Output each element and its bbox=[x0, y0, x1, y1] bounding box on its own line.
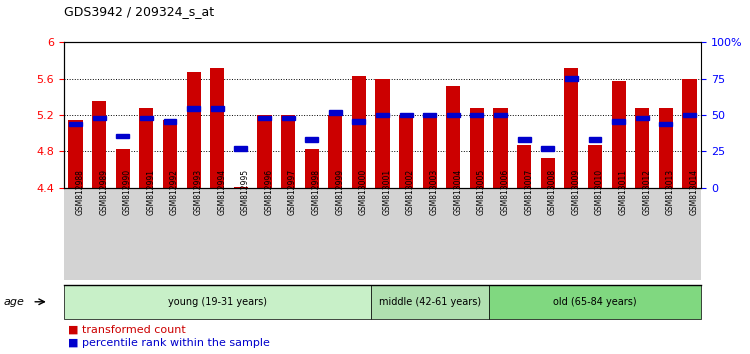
Bar bbox=[682, 79, 697, 188]
Bar bbox=[352, 76, 366, 188]
Bar bbox=[517, 145, 531, 188]
Text: GSM812994: GSM812994 bbox=[217, 169, 226, 215]
Bar bbox=[423, 113, 436, 117]
Bar bbox=[470, 108, 484, 188]
Text: GSM813012: GSM813012 bbox=[642, 169, 651, 215]
Bar bbox=[636, 115, 649, 120]
Bar bbox=[304, 149, 319, 188]
Text: GSM812989: GSM812989 bbox=[99, 169, 108, 215]
Bar bbox=[93, 115, 106, 120]
Text: GSM812988: GSM812988 bbox=[76, 169, 85, 215]
Text: GSM813007: GSM813007 bbox=[524, 169, 533, 215]
Bar bbox=[257, 115, 272, 188]
Text: GSM813003: GSM813003 bbox=[430, 169, 439, 215]
Bar bbox=[542, 146, 554, 151]
Bar bbox=[658, 108, 673, 188]
Bar bbox=[564, 68, 578, 188]
Text: middle (42-61 years): middle (42-61 years) bbox=[379, 297, 481, 307]
Text: GSM812995: GSM812995 bbox=[241, 169, 250, 215]
Text: GSM812996: GSM812996 bbox=[265, 169, 274, 215]
Bar bbox=[69, 122, 82, 126]
Bar bbox=[565, 76, 578, 81]
Bar bbox=[140, 115, 153, 120]
Bar bbox=[234, 146, 248, 151]
Bar bbox=[423, 113, 436, 188]
Text: GSM812997: GSM812997 bbox=[288, 169, 297, 215]
Text: GSM812998: GSM812998 bbox=[312, 169, 321, 215]
Text: GSM813005: GSM813005 bbox=[477, 169, 486, 215]
Bar bbox=[328, 115, 342, 188]
Bar bbox=[376, 79, 389, 188]
Text: young (19-31 years): young (19-31 years) bbox=[168, 297, 267, 307]
Bar bbox=[116, 134, 129, 138]
Text: GDS3942 / 209324_s_at: GDS3942 / 209324_s_at bbox=[64, 5, 214, 18]
Text: GSM812992: GSM812992 bbox=[170, 169, 179, 215]
Text: old (65-84 years): old (65-84 years) bbox=[554, 297, 637, 307]
Bar bbox=[92, 102, 106, 188]
Text: GSM813009: GSM813009 bbox=[572, 169, 580, 215]
Bar bbox=[399, 115, 413, 188]
Text: GSM813008: GSM813008 bbox=[548, 169, 556, 215]
Bar bbox=[140, 108, 154, 188]
Bar bbox=[588, 145, 602, 188]
Text: GSM813011: GSM813011 bbox=[619, 169, 628, 215]
Text: GSM813000: GSM813000 bbox=[359, 169, 368, 215]
Bar bbox=[211, 107, 224, 111]
Text: ■ percentile rank within the sample: ■ percentile rank within the sample bbox=[68, 338, 269, 348]
Bar bbox=[659, 122, 672, 126]
Bar bbox=[305, 137, 318, 142]
Text: GSM813006: GSM813006 bbox=[500, 169, 509, 215]
Bar bbox=[612, 119, 625, 124]
Text: GSM813002: GSM813002 bbox=[406, 169, 415, 215]
Text: GSM812991: GSM812991 bbox=[146, 169, 155, 215]
Text: GSM813013: GSM813013 bbox=[666, 169, 675, 215]
Bar bbox=[281, 115, 296, 188]
Bar bbox=[446, 86, 460, 188]
Text: GSM813004: GSM813004 bbox=[453, 169, 462, 215]
Bar bbox=[187, 72, 201, 188]
Bar bbox=[352, 119, 365, 124]
Bar bbox=[187, 107, 200, 111]
Bar bbox=[541, 158, 555, 188]
Bar bbox=[494, 113, 507, 117]
Bar bbox=[494, 108, 508, 188]
Bar bbox=[518, 137, 531, 142]
Bar bbox=[635, 108, 650, 188]
Text: ■ transformed count: ■ transformed count bbox=[68, 325, 185, 335]
Bar bbox=[470, 113, 484, 117]
Bar bbox=[210, 68, 224, 188]
Text: GSM812990: GSM812990 bbox=[123, 169, 132, 215]
Bar bbox=[68, 120, 82, 188]
Text: age: age bbox=[4, 297, 25, 307]
Bar bbox=[234, 187, 248, 188]
Bar bbox=[116, 149, 130, 188]
Bar bbox=[376, 113, 389, 117]
Text: GSM813014: GSM813014 bbox=[689, 169, 698, 215]
Bar bbox=[163, 120, 177, 188]
Bar bbox=[281, 115, 295, 120]
Bar bbox=[258, 115, 271, 120]
Bar bbox=[683, 113, 696, 117]
Bar bbox=[164, 119, 176, 124]
Text: GSM813001: GSM813001 bbox=[382, 169, 392, 215]
Bar bbox=[400, 113, 412, 117]
Bar bbox=[328, 110, 342, 115]
Text: GSM812993: GSM812993 bbox=[194, 169, 202, 215]
Bar bbox=[447, 113, 460, 117]
Text: GSM812999: GSM812999 bbox=[335, 169, 344, 215]
Bar bbox=[611, 81, 626, 188]
Bar bbox=[589, 137, 602, 142]
Text: GSM813010: GSM813010 bbox=[595, 169, 604, 215]
